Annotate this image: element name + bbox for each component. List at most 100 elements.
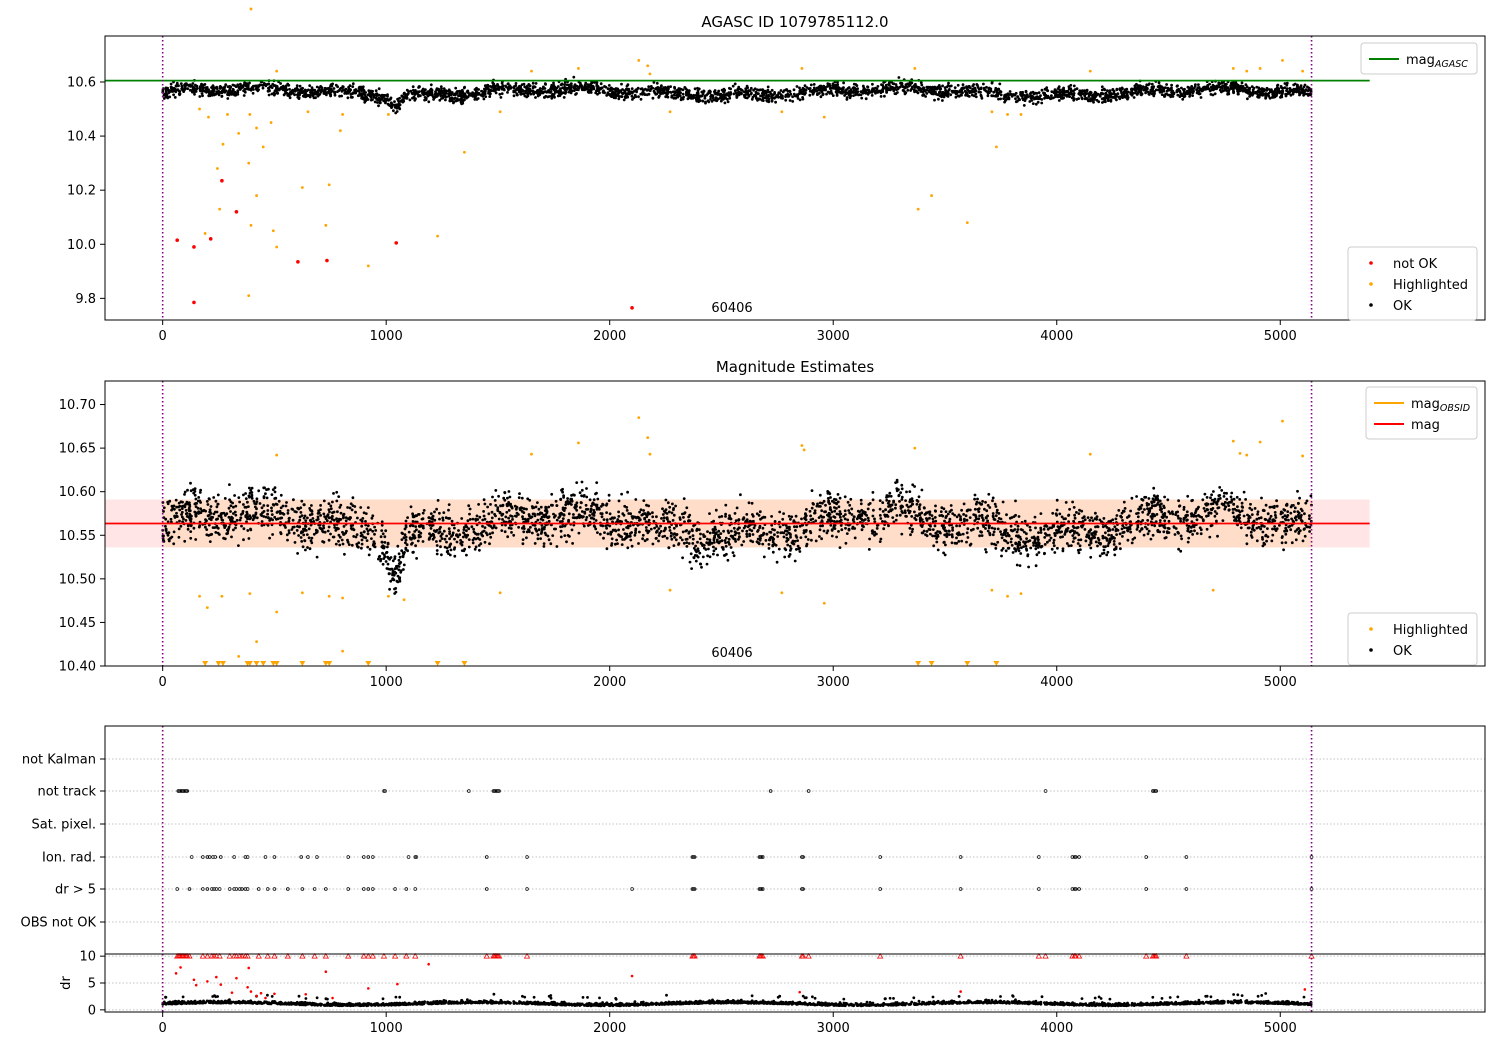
- panel-agasc-point-highlighted: [275, 69, 279, 73]
- panel-agasc-ok-point: [427, 91, 431, 95]
- panel-magnitude-ok-point: [964, 514, 968, 518]
- panel-magnitude-ok-point: [471, 538, 475, 542]
- panel-magnitude-ok-point: [1051, 511, 1055, 515]
- panel-agasc-ok-point: [1285, 87, 1289, 90]
- panel-agasc-ok-point: [702, 90, 706, 93]
- panel-magnitude-ok-point: [443, 537, 447, 541]
- panel-agasc-ok-point: [647, 85, 651, 89]
- panel-magnitude-ok-point: [1188, 530, 1192, 534]
- panel-magnitude-ok-point: [1114, 517, 1118, 521]
- panel-agasc-point-highlighted: [577, 67, 580, 70]
- panel-agasc-ok-point: [405, 96, 409, 100]
- panel-magnitude-ok-point: [482, 529, 486, 533]
- panel-agasc-ok-point: [968, 86, 972, 90]
- panel-agasc-ok-point: [1113, 96, 1117, 100]
- panel-agasc-ok-point: [1034, 102, 1038, 106]
- panel-magnitude-ok-point: [364, 520, 367, 523]
- panel-agasc-ok-point: [578, 85, 582, 88]
- panel-magnitude-ok-point: [900, 510, 904, 513]
- panel-magnitude-ok-point: [984, 548, 987, 551]
- panel-magnitude-ok-point: [1309, 494, 1313, 498]
- panel-agasc-ok-point: [563, 83, 566, 87]
- panel-agasc-ok-point: [854, 93, 857, 97]
- panel-agasc-ok-point: [1109, 99, 1113, 103]
- panel-magnitude-ok-point: [944, 529, 948, 533]
- panel-agasc-ok-point: [1158, 87, 1162, 90]
- panel-agasc-ok-point: [301, 86, 304, 90]
- panel-agasc-ok-point: [213, 86, 216, 90]
- panel-agasc-ok-point: [307, 88, 310, 92]
- panel-agasc-y-tick-label: 10.4: [67, 130, 96, 145]
- panel-agasc-ok-point: [1208, 82, 1211, 86]
- panel-magnitude-ok-point: [1083, 528, 1087, 531]
- panel-agasc-ok-point: [328, 92, 332, 95]
- panel-agasc-ok-point: [876, 91, 879, 94]
- panel-agasc-ok-point: [697, 97, 700, 101]
- panel-agasc-ok-point: [288, 87, 291, 91]
- panel-magnitude-ok-point: [575, 481, 579, 484]
- panel-agasc-point-highlighted: [1231, 67, 1235, 70]
- panel-magnitude-ok-point: [343, 552, 346, 556]
- panel-agasc-ok-point: [808, 87, 812, 90]
- panel-agasc-ok-point: [466, 95, 470, 99]
- panel-magnitude-ok-point: [696, 540, 699, 544]
- panel-agasc-ok-point: [646, 88, 650, 92]
- panel-agasc-ok-point: [515, 93, 519, 97]
- panel-magnitude-ok-point: [659, 524, 662, 528]
- panel-magnitude-ok-point: [778, 525, 782, 529]
- panel-agasc-ok-point: [861, 91, 865, 94]
- panel-agasc-ok-point: [1079, 90, 1083, 93]
- panel-magnitude-ok-point: [529, 525, 532, 529]
- panel-agasc-ok-point: [167, 90, 171, 93]
- panel-agasc-ok-point: [543, 90, 547, 93]
- panel-magnitude-ok-point: [939, 531, 942, 535]
- panel-magnitude-ok-point: [1034, 547, 1038, 551]
- panel-agasc-ok-point: [1205, 87, 1209, 91]
- panel-magnitude-ok-point: [898, 513, 902, 517]
- panel-agasc-ok-point: [311, 94, 315, 98]
- panel-magnitude-ok-point: [742, 540, 746, 543]
- panel-agasc-ok-point: [679, 91, 682, 95]
- panel-agasc-ok-point: [1306, 85, 1309, 89]
- panel-agasc-ok-point: [1298, 91, 1302, 94]
- panel-magnitude-ok-point: [249, 489, 253, 492]
- panel-agasc-ok-point: [1077, 97, 1080, 100]
- panel-magnitude-ok-point: [751, 533, 755, 536]
- panel-magnitude-ok-point: [299, 536, 303, 539]
- panel-agasc-ok-point: [997, 87, 1000, 91]
- panel-magnitude-ok-point: [365, 539, 369, 542]
- panel-magnitude-ok-point: [429, 527, 433, 530]
- panel-agasc-ok-point: [801, 97, 805, 101]
- panel-magnitude-ok-point: [1048, 526, 1052, 530]
- panel-magnitude-ok-point: [1053, 551, 1057, 554]
- panel-agasc-ok-point: [652, 81, 656, 84]
- panel-agasc-ok-point: [303, 92, 306, 96]
- panel-magnitude-ok-point: [475, 514, 479, 518]
- panel-magnitude-ok-point: [286, 509, 290, 512]
- panel-agasc-ok-point: [411, 88, 415, 92]
- panel-agasc-ok-point: [427, 100, 431, 104]
- panel-agasc-ok-point: [1079, 93, 1083, 97]
- panel-magnitude-ok-point: [799, 536, 803, 539]
- panel-magnitude-ok-point: [1098, 554, 1102, 558]
- panel-agasc-ok-point: [472, 94, 476, 98]
- panel-agasc-ok-point: [1050, 94, 1053, 97]
- panel-agasc-ok-point: [700, 94, 704, 98]
- panel-agasc-ok-point: [198, 95, 202, 98]
- panel-agasc-ok-point: [651, 86, 655, 90]
- panel-agasc-ok-point: [845, 98, 849, 101]
- panel-magnitude-ok-point: [780, 531, 784, 534]
- panel-agasc-ok-point: [1021, 90, 1024, 94]
- panel-agasc-ok-point: [205, 86, 209, 89]
- panel-agasc-ok-point: [866, 85, 869, 89]
- panel-agasc-ok-point: [499, 96, 503, 99]
- panel-magnitude-ok-point: [1042, 527, 1046, 531]
- panel-magnitude-ok-point: [626, 490, 629, 494]
- panel-magnitude-ok-point: [819, 524, 822, 528]
- panel-agasc-ok-point: [377, 87, 381, 91]
- panel-magnitude-ok-point: [1058, 512, 1062, 516]
- panel-agasc-ok-point: [1150, 82, 1154, 86]
- panel-magnitude-ok-point: [335, 499, 339, 503]
- panel-magnitude-ok-point: [811, 502, 815, 505]
- panel-magnitude-ok-point: [733, 512, 737, 515]
